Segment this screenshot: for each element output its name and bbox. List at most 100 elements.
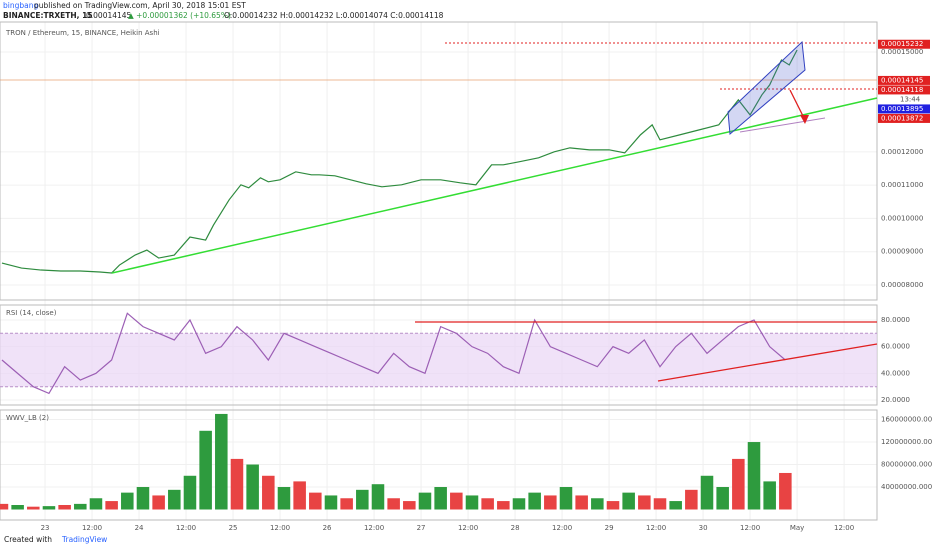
x-tick-label: 24: [135, 524, 144, 532]
volume-bar: [434, 487, 447, 510]
countdown-box: [878, 94, 930, 104]
volume-bar: [293, 481, 306, 510]
volume-bar: [450, 492, 463, 510]
volume-bar: [371, 484, 385, 510]
main-pane: [0, 21, 878, 301]
volume-bar: [136, 487, 150, 510]
volume-bar: [559, 487, 573, 510]
countdown: 13:44: [900, 95, 921, 103]
volume-bar: [246, 464, 259, 510]
volume-bar: [121, 492, 134, 510]
x-tick-label: 12:00: [82, 524, 102, 532]
y-tick-label: 40.0000: [881, 369, 910, 377]
volume-bar: [763, 481, 776, 510]
volume-bar: [74, 503, 87, 510]
volume-bar: [606, 501, 620, 510]
x-tick-label: 30: [699, 524, 708, 532]
price-label-box: [878, 113, 930, 123]
volume-bar: [105, 501, 118, 510]
volume-bar: [215, 413, 228, 510]
volume-bar: [89, 498, 103, 510]
volume-bar: [262, 475, 275, 510]
arrow-head: [800, 115, 809, 124]
volume-bar: [58, 505, 71, 510]
footer-brand[interactable]: TradingView: [61, 535, 107, 544]
grid: [0, 22, 877, 520]
volume-bar: [622, 492, 635, 510]
x-tick-label: 12:00: [364, 524, 384, 532]
axis: 23 12:00 24 12:00 25 12:00 26 12:00 27 12:00 28 12:…: [41, 39, 932, 532]
rsi-band: [0, 333, 877, 387]
volume-bar: [669, 501, 682, 510]
volume-title: WWV_LB (2): [6, 414, 49, 422]
volume-bar: [465, 495, 479, 510]
ohlc: O:0.00014232 H:0.00014232 L:0.00014074 C…: [224, 11, 444, 20]
volume-bar: [685, 489, 698, 510]
x-tick-label: 12:00: [270, 524, 290, 532]
y-tick-label: 80.0000: [881, 316, 910, 324]
y-tick-label: 0.00015000: [881, 48, 923, 56]
volume-pane: [0, 409, 878, 521]
volume-bar: [277, 487, 291, 510]
volume-bar: [544, 495, 557, 510]
symbol: BINANCE:TRXETH, 15: [3, 11, 93, 20]
volume-bar: [653, 498, 667, 510]
x-tick-label: 12:00: [176, 524, 196, 532]
pane-title: TRON / Ethereum, 15, BINANCE, Heikin Ash…: [5, 29, 160, 37]
volume-bar: [700, 475, 714, 510]
volume-bar: [324, 495, 338, 510]
price-label-box: [878, 75, 930, 85]
x-tick-label: 27: [417, 524, 426, 532]
author[interactable]: bingbang: [3, 1, 38, 10]
price-label: 0.00014145: [881, 76, 923, 84]
last: 0.00014145: [86, 11, 132, 20]
y-tick-label: 120000000.0000: [881, 438, 932, 446]
published: published on TradingView.com, April 30, …: [34, 1, 246, 10]
x-tick-label: 12:00: [552, 524, 572, 532]
channel-line: [739, 117, 826, 133]
y-tick-label: 0.00012000: [881, 148, 923, 156]
volume-bar: [309, 492, 322, 510]
volume-bar: [183, 475, 197, 510]
volume-bar: [168, 489, 181, 510]
trend-line: [111, 97, 878, 274]
volume-bar: [497, 501, 510, 510]
volume-bar: [512, 498, 526, 510]
volume-bar: [732, 458, 745, 510]
change: ▲ +0.00001362 (+10.65%): [128, 11, 231, 20]
y-tick-label: 160000000.0000: [881, 416, 932, 424]
x-tick-label: May: [790, 524, 804, 532]
price-label: 0.00015232: [881, 40, 923, 48]
volume-bar: [27, 506, 40, 510]
volume-bar: [199, 430, 212, 510]
volume-bar: [747, 442, 761, 510]
volume-bar: [575, 495, 588, 510]
volume-bar: [481, 498, 494, 510]
volume-bar: [779, 472, 792, 510]
footer-created: Created with: [4, 535, 52, 544]
price-label-box: [878, 104, 930, 114]
volume-bar: [403, 501, 416, 510]
price-label-box: [878, 85, 930, 95]
y-tick-label: 0.00011000: [881, 181, 923, 189]
price-label: 0.00013895: [881, 105, 923, 113]
price-label-box: [878, 39, 930, 49]
volume-bar: [716, 487, 729, 510]
volume-bar: [638, 495, 651, 510]
price-label: 0.00013872: [881, 114, 923, 122]
y-tick-label: 60.0000: [881, 343, 910, 351]
y-tick-label: 40000000.0000: [881, 483, 932, 491]
rsi-line: [1, 312, 786, 395]
channel: [727, 40, 806, 136]
volume-bar: [356, 489, 369, 510]
volume-bar: [340, 498, 353, 510]
y-tick-label: 0.00008000: [881, 281, 923, 289]
y-tick-label: 0.00010000: [881, 214, 923, 222]
rsi-title: RSI (14, close): [6, 309, 57, 317]
x-tick-label: 23: [41, 524, 50, 532]
volume-bar: [11, 505, 24, 510]
x-tick-label: 29: [605, 524, 614, 532]
marks: [0, 49, 877, 510]
